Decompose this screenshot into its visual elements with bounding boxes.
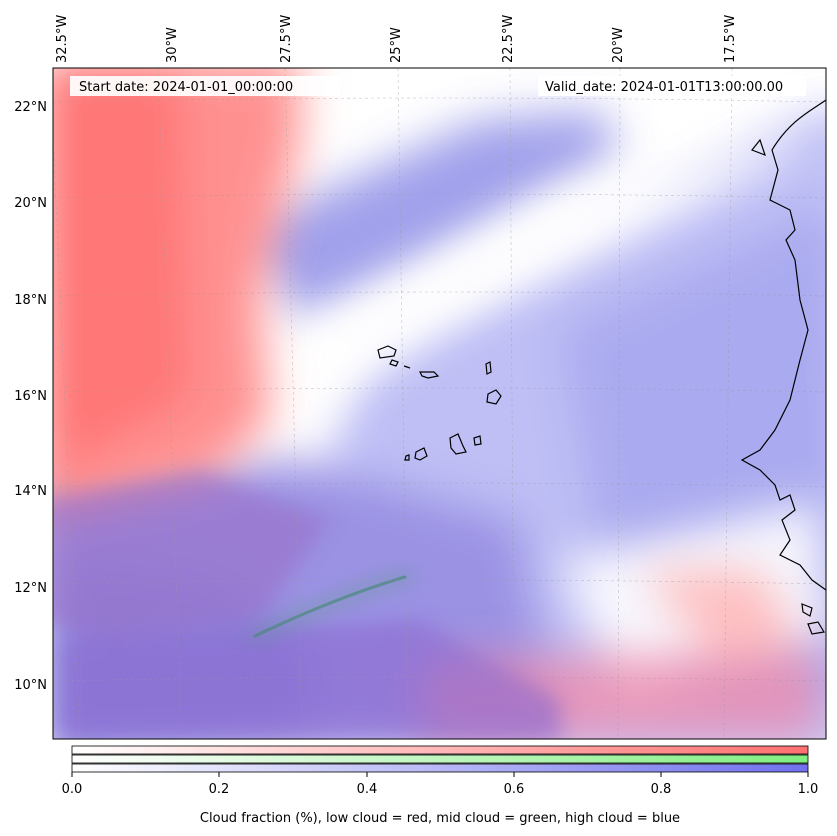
colorbar-label: Cloud fraction (%), low cloud = red, mid… xyxy=(200,811,680,826)
island-santo-antao xyxy=(377,345,397,359)
colorbar-tick: 0.2 xyxy=(209,782,230,797)
lat-label: 22°N xyxy=(14,100,47,115)
island-maio xyxy=(473,435,482,446)
island-sao-nicolau xyxy=(419,371,440,379)
island-boa-vista xyxy=(486,389,502,405)
colorbar-low-strip xyxy=(71,745,809,755)
colorbar-tick: 0.4 xyxy=(357,782,378,797)
lat-label: 16°N xyxy=(14,389,47,404)
colorbar: 0.0 0.2 0.4 0.6 0.8 1.0 Cloud fraction (… xyxy=(62,745,819,826)
lat-label: 14°N xyxy=(14,484,47,499)
island-sal xyxy=(485,361,492,375)
coastlines xyxy=(377,99,826,635)
colorbar-tick: 1.0 xyxy=(798,782,819,797)
lon-label: 27.5°W xyxy=(279,15,294,63)
island-brava xyxy=(404,454,410,461)
colorbar-high-strip xyxy=(71,763,809,773)
lon-label: 32.5°W xyxy=(55,15,70,63)
lon-label: 30°W xyxy=(165,27,180,63)
island-santa-luzia xyxy=(403,365,411,369)
start-date-label: Start date: 2024-01-01_00:00:00 xyxy=(79,80,293,95)
lon-label: 22.5°W xyxy=(501,15,516,63)
lon-label: 20°W xyxy=(611,27,626,63)
colorbar-tick: 0.0 xyxy=(62,782,83,797)
colorbar-tick: 0.8 xyxy=(651,782,672,797)
lon-label: 17.5°W xyxy=(723,15,738,63)
latitude-labels: 22°N 20°N 18°N 16°N 14°N 12°N 10°N xyxy=(14,100,47,693)
island-fogo xyxy=(414,447,428,461)
lat-label: 12°N xyxy=(14,581,47,596)
lat-label: 10°N xyxy=(14,678,47,693)
colorbar-tick: 0.6 xyxy=(504,782,525,797)
lat-label: 20°N xyxy=(14,196,47,211)
gridlines xyxy=(53,68,826,739)
colorbar-mid-strip xyxy=(71,754,809,764)
valid-date-label: Valid_date: 2024-01-01T13:00:00.00 xyxy=(545,80,783,95)
island-sao-vicente xyxy=(389,359,399,367)
island-santiago xyxy=(449,433,467,455)
cloud-field: Start date: 2024-01-01_00:00:00 Valid_da… xyxy=(53,68,826,739)
longitude-labels: 32.5°W 30°W 27.5°W 25°W 22.5°W 20°W 17.5… xyxy=(55,15,738,63)
lon-label: 25°W xyxy=(389,27,404,63)
lat-label: 18°N xyxy=(14,293,47,308)
map-frame xyxy=(52,67,827,740)
